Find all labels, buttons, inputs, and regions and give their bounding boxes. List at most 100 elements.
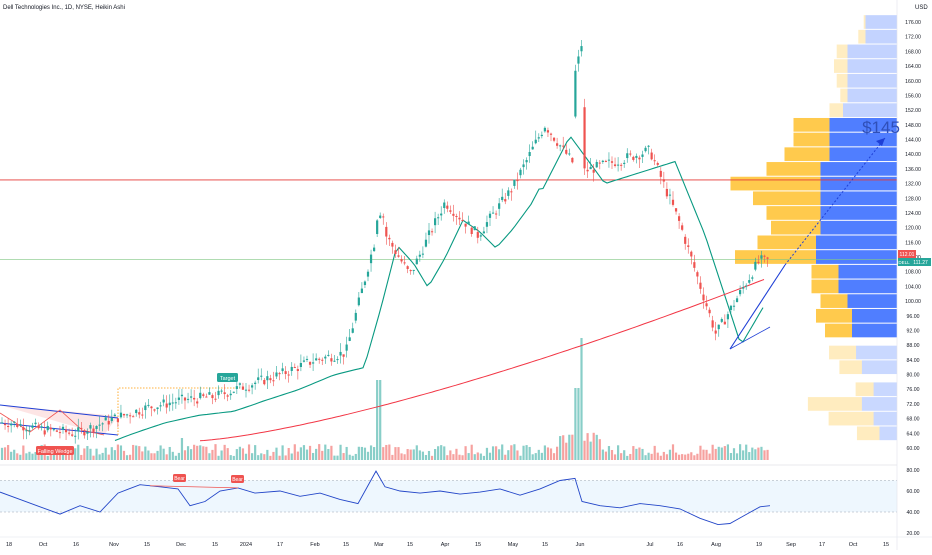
candle-body: [449, 210, 452, 212]
volume-bar: [406, 449, 409, 460]
volume-bar: [644, 455, 647, 460]
volume-bar: [592, 432, 595, 460]
volume-bar: [403, 454, 406, 460]
candle-body: [308, 361, 312, 365]
volume-bar: [171, 451, 174, 460]
candle-body: [40, 426, 43, 428]
volume-profile-bar-up: [852, 323, 897, 338]
bear-label-1[interactable]: Bear: [173, 474, 186, 482]
candle-body: [665, 188, 668, 197]
price-tick-label: 96.00: [907, 314, 920, 320]
volume-bar: [22, 445, 25, 460]
candle-body: [684, 236, 687, 244]
volume-bar: [580, 338, 583, 460]
volume-bar: [92, 455, 95, 460]
volume-bar: [211, 449, 214, 460]
candle-body: [205, 396, 208, 398]
candle-body: [266, 376, 269, 381]
volume-bar: [110, 447, 113, 460]
candle-body: [16, 424, 19, 427]
time-tick-label: Oct: [849, 542, 858, 548]
volume-bar: [278, 455, 281, 460]
volume-bar: [397, 447, 400, 460]
time-tick-label: 17: [277, 542, 283, 548]
candle-body: [162, 399, 165, 403]
candle-body: [165, 403, 168, 408]
candle-body: [446, 205, 449, 209]
volume-bar: [720, 447, 723, 460]
volume-bar: [357, 446, 360, 460]
candle-body: [113, 414, 116, 417]
volume-bar: [565, 442, 568, 460]
candle-body: [348, 337, 351, 341]
time-tick-label: 15: [475, 542, 481, 548]
candle-body: [89, 425, 92, 429]
volume-bar: [138, 446, 141, 460]
volume-bar: [476, 452, 479, 460]
candle-body: [644, 147, 647, 152]
candle-body: [476, 232, 479, 238]
candle-body: [226, 395, 229, 397]
target-label-box[interactable]: Target: [217, 373, 238, 382]
candle-body: [3, 423, 7, 426]
candle-body: [159, 405, 162, 407]
volume-bar: [275, 447, 278, 460]
time-tick-label: Aug: [711, 542, 721, 548]
volume-profile-bar-up: [816, 235, 897, 250]
volume-bar: [452, 454, 455, 460]
candle-body: [217, 390, 220, 396]
price-axis: 176.00 172.00 168.00 164.00 160.00 156.00 152.…: [896, 0, 921, 550]
candle-body: [674, 208, 678, 212]
candle-body: [238, 383, 241, 385]
candle-body: [406, 266, 409, 269]
candle-body: [177, 397, 180, 400]
candle-body: [37, 425, 40, 429]
volume-bar: [379, 380, 382, 460]
candle-body: [467, 221, 470, 225]
volume-bar: [244, 453, 248, 460]
falling-wedge-label-box[interactable]: Falling Wedge: [36, 446, 74, 455]
volume-profile-bar-down: [766, 206, 821, 220]
volume-bar: [540, 452, 543, 460]
candle-body: [479, 235, 482, 237]
time-tick-label: May: [508, 542, 519, 548]
volume-bar: [46, 455, 49, 460]
volume-bar: [269, 455, 272, 460]
volume-bar: [751, 447, 754, 460]
volume-bar: [299, 447, 302, 460]
volume-profile-bar-up: [879, 426, 897, 441]
volume-bar: [647, 452, 650, 460]
volume-bar: [543, 445, 546, 460]
volume-bar: [113, 450, 116, 460]
volume-bar: [214, 444, 217, 460]
volume-bar: [373, 447, 376, 460]
candle-body: [610, 161, 614, 163]
price-tick-label: 160.00: [905, 79, 921, 85]
volume-bar: [662, 451, 665, 460]
candle-body: [196, 401, 199, 404]
volume-profile-bar-down: [811, 279, 839, 294]
volume-bar: [205, 446, 208, 460]
candle-body: [302, 360, 306, 362]
bear-label-2[interactable]: Bear: [231, 475, 244, 483]
volume-bar: [482, 455, 485, 460]
volume-bar: [247, 444, 251, 460]
candle-body: [427, 230, 431, 236]
price-tick-label: 152.00: [905, 108, 921, 114]
volume-profile-bar-down: [836, 73, 848, 88]
candle-body: [742, 287, 745, 289]
candle-body: [251, 385, 254, 388]
candle-body: [394, 250, 397, 254]
candle-body: [650, 152, 653, 160]
volume-bar: [238, 446, 241, 460]
volume-bar: [638, 447, 641, 460]
volume-bars: [0, 338, 769, 460]
volume-bar: [7, 445, 10, 460]
volume-bar: [400, 453, 403, 460]
volume-bar: [129, 454, 132, 460]
volume-bar: [141, 451, 144, 460]
candle-body: [604, 160, 607, 162]
volume-bar: [510, 445, 513, 460]
rsi-panel: [0, 464, 897, 526]
